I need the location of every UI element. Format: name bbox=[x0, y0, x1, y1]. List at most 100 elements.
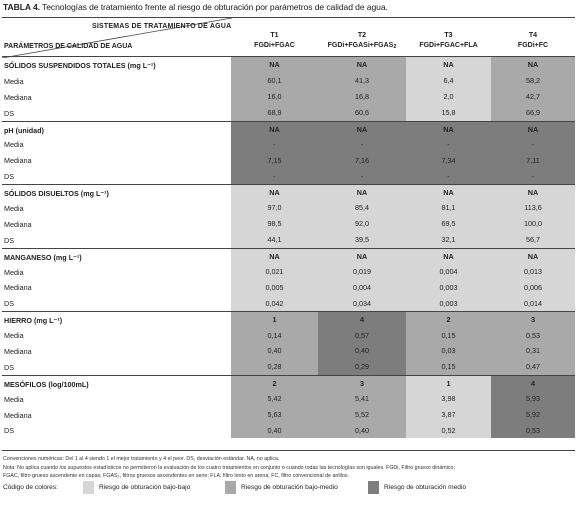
table-cell-t3: 0,003 bbox=[406, 295, 491, 312]
table-cell-t1: 0,28 bbox=[231, 358, 318, 375]
table-row: Media - - - - bbox=[2, 136, 575, 153]
table-cell-t2: 0,57 bbox=[318, 327, 406, 344]
column-description: FGDi+FGASi+FGAS2 bbox=[318, 41, 406, 52]
table-cell-t2: 41,3 bbox=[318, 72, 406, 89]
statistic-label: DS bbox=[4, 362, 14, 372]
table-cell-t1: 98,5 bbox=[231, 215, 318, 232]
parameter-title: SÓLIDOS DISUELTOS (mg L⁻¹) bbox=[4, 189, 109, 199]
table-cell-t4: NA bbox=[491, 121, 575, 137]
table-cell-t2: 0,40 bbox=[318, 343, 406, 359]
table-row: DS 0,042 0,034 0,003 0,014 bbox=[2, 295, 575, 312]
table-row: Mediana 7,15 7,16 7,34 7,11 bbox=[2, 152, 575, 169]
table-row: DS 68,9 60,6 15,8 66,9 bbox=[2, 104, 575, 121]
statistic-label: Mediana bbox=[4, 283, 32, 293]
caption-text: Tecnologías de tratamiento frente al rie… bbox=[39, 2, 388, 12]
statistic-label: DS bbox=[4, 108, 14, 118]
table-cell-t2: 7,16 bbox=[318, 152, 406, 169]
table-cell-t2: 5,52 bbox=[318, 406, 406, 423]
table-cell-t2: NA bbox=[318, 248, 406, 264]
table-cell-t4: 4 bbox=[491, 375, 575, 391]
table-section-row: SÓLIDOS SUSPENDIDOS TOTALES (mg L⁻¹) NA NA… bbox=[2, 57, 575, 73]
column-header-t3: T3 FGDi+FGAC+FLA bbox=[406, 31, 491, 51]
header-diagonal-divider bbox=[2, 18, 232, 58]
notes-line: FGAC, filtro grueso ascendente en capas;… bbox=[3, 473, 349, 480]
table-cell-t1: 0,14 bbox=[231, 327, 318, 344]
table-cell-t4: 0,53 bbox=[491, 327, 575, 344]
table-cell-t4: 7,11 bbox=[491, 152, 575, 169]
table-cell-t2: NA bbox=[318, 57, 406, 73]
table-cell-t3: 2,0 bbox=[406, 88, 491, 105]
parameter-title: pH (unidad) bbox=[4, 125, 44, 135]
table-cell-t1: NA bbox=[231, 248, 318, 264]
table-cell-t4: 0,013 bbox=[491, 263, 575, 280]
parameter-title: HIERRO (mg L⁻¹) bbox=[4, 316, 63, 326]
parameters-label: PARÁMETROS DE CALIDAD DE AGUA bbox=[4, 43, 133, 50]
table-bottom-rule bbox=[2, 450, 575, 451]
statistic-label: Mediana bbox=[4, 347, 32, 357]
table-cell-t4: 0,006 bbox=[491, 279, 575, 296]
table-section-row: SÓLIDOS DISUELTOS (mg L⁻¹) NA NA NA NA bbox=[2, 184, 575, 201]
table-cell-t4: 0,53 bbox=[491, 422, 575, 439]
table-cell-t4: 5,92 bbox=[491, 406, 575, 423]
table-cell-t3: NA bbox=[406, 248, 491, 264]
statistic-label: DS bbox=[4, 426, 14, 436]
table-cell-t2: 16,8 bbox=[318, 88, 406, 105]
statistic-label: Mediana bbox=[4, 410, 32, 420]
table-cell-t2: 92,0 bbox=[318, 215, 406, 232]
column-header-t1: T1 FGDi+FGAC bbox=[231, 31, 318, 51]
table-cell-t3: 7,34 bbox=[406, 152, 491, 169]
table-caption: TABLA 4. Tecnologías de tratamiento fren… bbox=[3, 2, 388, 12]
table-cell-t2: - bbox=[318, 168, 406, 185]
parameter-title: SÓLIDOS SUSPENDIDOS TOTALES (mg L⁻¹) bbox=[4, 61, 156, 70]
statistic-label: Media bbox=[4, 204, 24, 214]
column-code: T1 bbox=[270, 32, 279, 39]
table-cell-t4: 66,9 bbox=[491, 104, 575, 121]
table-cell-t1: 0,042 bbox=[231, 295, 318, 312]
table-row: Mediana 0,40 0,40 0,03 0,31 bbox=[2, 343, 575, 359]
column-header-t2: T2 FGDi+FGASi+FGAS2 bbox=[318, 31, 406, 52]
table-cell-t1: 5,42 bbox=[231, 390, 318, 407]
table-row: Media 97,0 85,4 81,1 113,6 bbox=[2, 200, 575, 216]
column-code: T3 bbox=[444, 32, 453, 39]
table-section-row: MESÓFILOS (log/100mL) 2 3 1 4 bbox=[2, 374, 575, 391]
table-cell-t1: 60,1 bbox=[231, 72, 318, 89]
table-cell-t2: - bbox=[318, 136, 406, 153]
table-cell-t4: 0,47 bbox=[491, 358, 575, 375]
column-description: FGDi+FGAC bbox=[254, 42, 295, 49]
parameter-title: MANGANESO (mg L⁻¹) bbox=[4, 252, 82, 262]
table-cell-t2: 39,5 bbox=[318, 231, 406, 248]
column-code: T4 bbox=[528, 32, 538, 39]
table-row: Mediana 98,5 92,0 69,5 100,0 bbox=[2, 215, 575, 232]
table-row: Media 0,021 0,019 0,004 0,013 bbox=[2, 263, 575, 280]
table-cell-t3: 15,8 bbox=[406, 104, 491, 121]
systems-label: SISTEMAS DE TRATAMIENTO DE AGUA bbox=[92, 23, 232, 30]
table-row: Media 5,42 5,41 3,98 5,93 bbox=[2, 390, 575, 407]
table-cell-t1: 0,021 bbox=[231, 263, 318, 280]
table-cell-t2: 0,034 bbox=[318, 295, 406, 312]
statistic-label: DS bbox=[4, 299, 14, 309]
table-cell-t1: 0,40 bbox=[231, 343, 318, 359]
table-cell-t1: 16,0 bbox=[231, 88, 318, 105]
statistic-label: DS bbox=[4, 235, 14, 245]
table-cell-t3: 0,15 bbox=[406, 358, 491, 375]
table-section-row: HIERRO (mg L⁻¹) 1 4 2 3 bbox=[2, 311, 575, 328]
column-description: FGDi+FGAC+FLA bbox=[419, 42, 478, 49]
statistic-label: Mediana bbox=[4, 219, 32, 229]
table-cell-t2: 85,4 bbox=[318, 200, 406, 216]
statistic-label: Media bbox=[4, 331, 24, 341]
table-cell-t3: 69,5 bbox=[406, 215, 491, 232]
table-row: DS 44,1 39,5 32,1 56,7 bbox=[2, 231, 575, 248]
table-cell-t4: 42,7 bbox=[491, 88, 575, 105]
table-cell-t3: NA bbox=[406, 185, 491, 201]
table-cell-t1: 7,15 bbox=[231, 152, 318, 169]
table-cell-t4: 100,0 bbox=[491, 215, 575, 232]
table-cell-t4: 113,6 bbox=[491, 200, 575, 216]
table-cell-t1: 44,1 bbox=[231, 231, 318, 248]
table-cell-t3: 0,004 bbox=[406, 263, 491, 280]
column-description-text: FGDi+FGASi+FGAS bbox=[327, 42, 394, 49]
table-cell-t4: 0,31 bbox=[491, 343, 575, 359]
legend-text-low: Riesgo de obturación bajo-bajo bbox=[99, 484, 191, 491]
table-cell-t4: - bbox=[491, 168, 575, 185]
table-cell-t4: 58,2 bbox=[491, 72, 575, 89]
table-cell-t4: - bbox=[491, 136, 575, 153]
